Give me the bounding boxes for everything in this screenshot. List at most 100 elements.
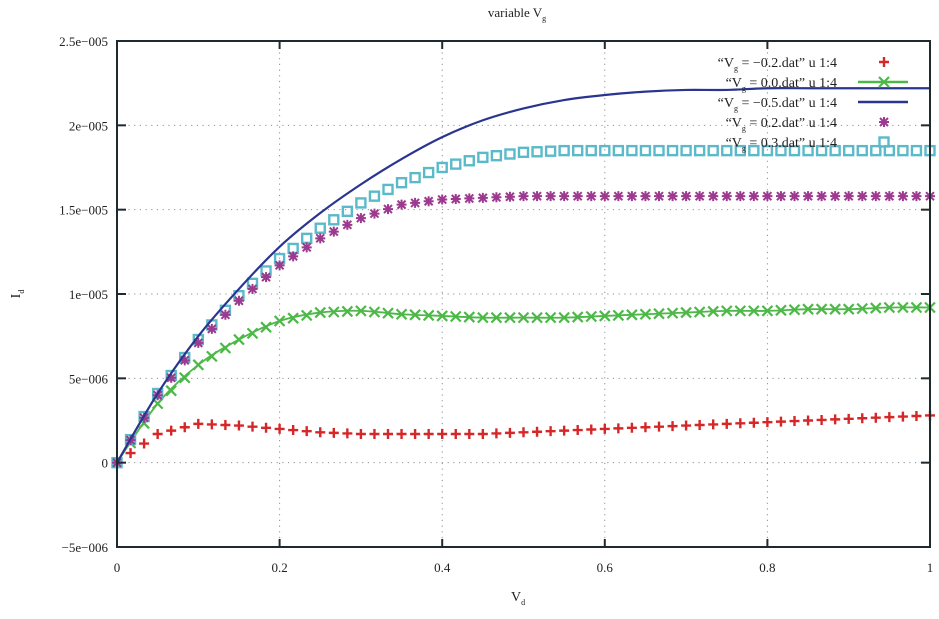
- star-marker-icon: [681, 191, 692, 202]
- plus-marker-icon: [369, 428, 380, 439]
- x-marker-icon: [558, 311, 570, 324]
- x-marker-icon: [178, 371, 191, 384]
- series-line: [116, 306, 931, 464]
- star-marker-icon: [288, 251, 299, 262]
- x-marker-icon: [693, 306, 706, 318]
- star-marker-icon: [383, 204, 393, 215]
- plus-marker-icon: [879, 57, 889, 67]
- plus-marker-icon: [288, 425, 299, 436]
- plus-marker-icon: [220, 419, 231, 430]
- plus-marker-icon: [410, 428, 421, 439]
- x-marker-icon: [815, 303, 828, 315]
- plus-marker-icon: [775, 416, 786, 427]
- x-marker-icon: [639, 308, 652, 321]
- square-marker-icon: [870, 144, 882, 157]
- x-marker-icon: [680, 306, 692, 319]
- plus-marker-icon: [613, 423, 624, 434]
- x-marker-icon: [842, 303, 855, 315]
- x-marker-icon: [206, 350, 218, 363]
- plus-marker-icon: [274, 423, 285, 434]
- x-marker-icon: [219, 342, 232, 354]
- star-marker-icon: [220, 309, 231, 320]
- plus-marker-icon: [884, 412, 895, 423]
- x-marker-icon: [165, 384, 177, 397]
- x-marker-icon: [829, 303, 841, 315]
- x-marker-icon: [761, 305, 774, 317]
- plus-marker-icon: [911, 411, 922, 422]
- plus-marker-icon: [681, 420, 692, 431]
- square-marker-icon: [856, 144, 868, 157]
- x-tick-label: 0.8: [759, 560, 775, 575]
- square-marker-icon: [355, 197, 367, 209]
- x-marker-icon: [355, 305, 367, 317]
- star-marker-icon: [667, 191, 678, 202]
- plus-marker-icon: [803, 415, 814, 426]
- square-marker-icon: [843, 144, 855, 157]
- x-marker-icon: [504, 311, 516, 324]
- square-marker-icon: [463, 155, 475, 167]
- square-marker-icon: [572, 144, 584, 157]
- star-marker-icon: [396, 199, 407, 210]
- star-marker-icon: [775, 191, 786, 202]
- x-marker-icon: [707, 305, 719, 318]
- x-marker-icon: [666, 307, 679, 319]
- x-marker-icon: [287, 312, 299, 324]
- x-marker-icon: [422, 309, 435, 322]
- star-marker-icon: [423, 196, 434, 207]
- star-marker-icon: [355, 213, 366, 224]
- star-marker-icon: [897, 191, 908, 202]
- plus-marker-icon: [233, 420, 244, 431]
- x-marker-icon: [300, 309, 313, 322]
- plus-marker-icon: [450, 428, 461, 439]
- square-marker-icon: [639, 144, 652, 157]
- series-none-2: [116, 87, 930, 464]
- plus-marker-icon: [491, 428, 502, 439]
- plus-marker-icon: [437, 428, 448, 439]
- x-marker-icon: [870, 302, 882, 314]
- x-marker-icon: [192, 359, 205, 371]
- square-marker-icon: [775, 144, 787, 157]
- data-series: [111, 87, 936, 469]
- x-marker-icon: [463, 311, 476, 323]
- star-marker-icon: [315, 233, 326, 244]
- legend-label: “Vg = 0.0.dat” u 1:4: [726, 76, 837, 93]
- square-marker-icon: [748, 144, 760, 157]
- star-marker-icon: [816, 191, 827, 202]
- plus-marker-icon: [857, 413, 868, 424]
- chart-title: variable Vg: [488, 5, 546, 23]
- star-marker-icon: [803, 191, 814, 202]
- star-marker-icon: [206, 323, 217, 334]
- legend-label: “Vg = 0.2.dat” u 1:4: [726, 116, 837, 133]
- plus-marker-icon: [897, 411, 908, 422]
- series-star-3: [112, 191, 935, 468]
- plus-marker-icon: [179, 422, 190, 433]
- square-marker-icon: [666, 144, 679, 157]
- square-marker-icon: [734, 144, 746, 157]
- star-marker-icon: [748, 191, 759, 202]
- star-marker-icon: [762, 191, 773, 202]
- square-marker-icon: [558, 144, 570, 157]
- plus-marker-icon: [545, 426, 556, 437]
- star-marker-icon: [559, 191, 570, 202]
- square-marker-icon: [544, 145, 557, 157]
- star-marker-icon: [477, 192, 488, 203]
- square-marker-icon: [878, 136, 890, 148]
- star-marker-icon: [342, 219, 353, 230]
- plus-marker-icon: [342, 428, 353, 439]
- x-marker-icon: [395, 308, 408, 321]
- star-marker-icon: [654, 191, 664, 202]
- square-marker-icon: [341, 205, 354, 218]
- plus-marker-icon: [708, 419, 719, 430]
- plus-marker-icon: [843, 413, 854, 424]
- legend-label: “Vg = −0.2.dat” u 1:4: [718, 56, 837, 73]
- plus-marker-icon: [355, 428, 366, 439]
- square-marker-icon: [436, 161, 448, 174]
- star-marker-icon: [410, 197, 421, 208]
- plus-marker-icon: [193, 418, 204, 429]
- square-marker-icon: [815, 144, 828, 157]
- star-marker-icon: [437, 194, 448, 205]
- plus-marker-icon: [206, 419, 217, 430]
- x-marker-icon: [585, 310, 598, 323]
- star-marker-icon: [464, 193, 475, 204]
